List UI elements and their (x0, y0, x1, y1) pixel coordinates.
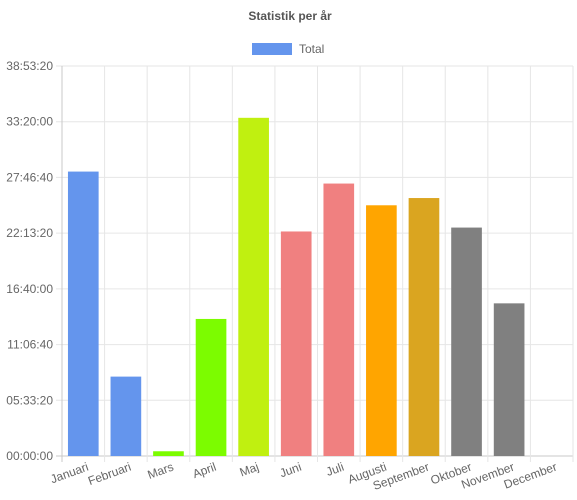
x-tick-label: Mars (146, 460, 176, 482)
legend-swatch (252, 43, 292, 55)
bar-september[interactable] (408, 198, 440, 457)
bar-april[interactable] (195, 318, 227, 456)
bar-januari[interactable] (67, 171, 99, 457)
bar-juli[interactable] (323, 183, 355, 457)
bar-oktober[interactable] (451, 227, 482, 456)
y-tick-label: 22:13:20 (6, 226, 53, 240)
x-tick-label: Juli (324, 460, 346, 479)
y-tick-label: 11:06:40 (7, 338, 53, 352)
bar-november[interactable] (493, 303, 525, 456)
x-tick-label: Februari (86, 460, 133, 488)
x-tick-label: Juni (278, 460, 303, 481)
grid (56, 65, 574, 462)
y-tick-label: 05:33:20 (6, 393, 53, 407)
x-tick-label: Januari (49, 460, 91, 487)
y-tick-label: 38:53:20 (6, 59, 53, 73)
y-tick-label: 27:46:40 (6, 170, 53, 184)
bars (67, 117, 525, 457)
legend[interactable]: Total (252, 42, 324, 56)
bar-augusti[interactable] (366, 205, 397, 456)
legend-label: Total (299, 42, 324, 56)
y-tick-label: 00:00:00 (6, 449, 53, 463)
x-tick-label: April (191, 460, 218, 481)
y-axis-ticks: 00:00:00 05:33:20 11:06:40 16:40:00 22:13:20… (6, 59, 53, 463)
x-tick-label: Maj (238, 460, 261, 480)
y-tick-label: 33:20:00 (6, 115, 53, 129)
bar-juni[interactable] (280, 231, 312, 456)
chart-title: Statistik per år (248, 9, 332, 23)
bar-maj[interactable] (238, 117, 269, 457)
bar-mars[interactable] (153, 451, 184, 456)
bar-februari[interactable] (110, 376, 142, 456)
y-tick-label: 16:40:00 (6, 282, 53, 296)
